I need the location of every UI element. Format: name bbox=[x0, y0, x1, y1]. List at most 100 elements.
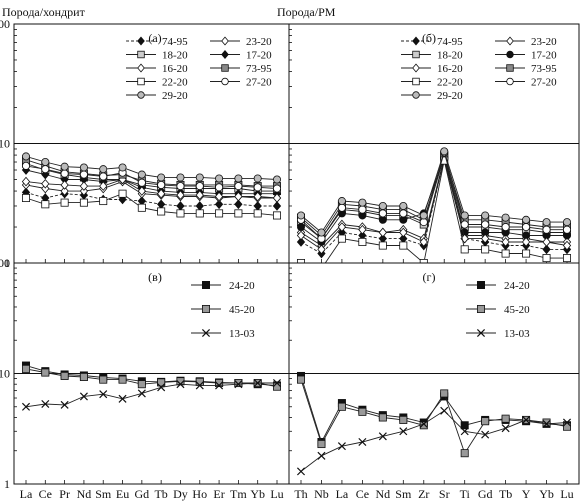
data-point-13-03 bbox=[419, 419, 428, 428]
legend-label: 18-20 bbox=[437, 50, 463, 62]
series-line-13-03 bbox=[300, 410, 568, 472]
data-point-29-20 bbox=[118, 163, 127, 172]
data-point-27-20 bbox=[79, 170, 88, 179]
data-point-27-20 bbox=[272, 184, 281, 193]
data-point-22-20 bbox=[21, 193, 30, 202]
data-point-29-20 bbox=[522, 215, 531, 224]
data-point-13-03 bbox=[215, 381, 224, 390]
data-point-27-20 bbox=[399, 209, 408, 218]
data-point-13-03 bbox=[137, 389, 146, 398]
data-point-16-20 bbox=[214, 191, 224, 202]
legend-marker bbox=[476, 328, 486, 338]
data-point-24-20 bbox=[460, 421, 469, 430]
data-point-13-03 bbox=[176, 380, 185, 389]
x-tick-label: Nd bbox=[376, 487, 391, 501]
data-point-16-20 bbox=[137, 186, 146, 196]
series-line-13-03 bbox=[25, 382, 277, 408]
panel-label: (г) bbox=[423, 270, 436, 284]
data-point-16-20 bbox=[399, 227, 408, 238]
data-point-16-20 bbox=[542, 237, 551, 247]
legend-label: 27-20 bbox=[531, 77, 557, 89]
data-point-16-20 bbox=[419, 237, 428, 247]
data-point-29-20 bbox=[157, 173, 166, 182]
data-point-45-20 bbox=[481, 417, 490, 426]
data-point-29-20 bbox=[542, 218, 551, 227]
data-point-13-03 bbox=[460, 427, 469, 436]
legend-label: 27-20 bbox=[246, 77, 272, 89]
legend-label: 17-20 bbox=[246, 50, 272, 62]
data-point-22-20 bbox=[157, 207, 166, 216]
data-point-29-20 bbox=[79, 163, 88, 172]
y-axis-label: Порода/хондрит bbox=[2, 5, 86, 19]
legend-marker bbox=[137, 50, 145, 59]
panel-label: (а) bbox=[148, 31, 161, 45]
data-point-27-20 bbox=[41, 165, 50, 174]
legend-marker bbox=[221, 64, 229, 72]
legend-label: 24-20 bbox=[229, 280, 255, 292]
data-point-22-20 bbox=[460, 245, 469, 254]
legend-label: 16-20 bbox=[437, 63, 463, 75]
data-point-16-20 bbox=[501, 237, 510, 247]
data-point-22-20 bbox=[176, 209, 185, 218]
legend-label: 18-20 bbox=[162, 50, 188, 62]
legend-label: 22-20 bbox=[162, 77, 188, 89]
legend-label: 74-95 bbox=[162, 36, 188, 48]
x-tick-label: Tm bbox=[230, 487, 247, 501]
data-point-74-95 bbox=[195, 201, 204, 211]
x-tick-label: Pr bbox=[59, 487, 70, 501]
data-point-29-20 bbox=[41, 158, 50, 167]
data-point-45-20 bbox=[137, 380, 146, 389]
x-tick-label: Tb bbox=[499, 487, 512, 501]
data-point-45-20 bbox=[399, 415, 408, 424]
data-point-45-20 bbox=[215, 379, 224, 388]
data-point-27-20 bbox=[542, 225, 551, 234]
legend-marker bbox=[137, 63, 145, 73]
x-tick-label: La bbox=[20, 487, 33, 501]
data-point-27-20 bbox=[460, 220, 469, 229]
data-point-13-03 bbox=[522, 415, 531, 424]
x-tick-label: Gd bbox=[478, 487, 493, 501]
x-tick-label: Nb bbox=[314, 487, 329, 501]
data-point-74-95 bbox=[296, 237, 306, 247]
y-tick-label: 100 bbox=[0, 256, 10, 270]
data-point-16-20 bbox=[253, 191, 262, 202]
legend-marker bbox=[137, 77, 145, 86]
chart-panel: 110100Порода/хондрит(а)74-9523-2018-2017… bbox=[0, 5, 290, 270]
data-point-29-20 bbox=[563, 218, 572, 227]
data-point-13-03 bbox=[399, 427, 408, 436]
x-tick-label: Ti bbox=[460, 487, 471, 501]
data-point-45-20 bbox=[378, 413, 387, 422]
data-point-22-20 bbox=[399, 241, 408, 250]
data-point-13-03 bbox=[542, 419, 551, 428]
data-point-13-03 bbox=[337, 442, 346, 451]
data-point-16-20 bbox=[296, 230, 306, 241]
data-point-22-20 bbox=[234, 209, 243, 218]
data-point-45-20 bbox=[118, 375, 127, 384]
y-tick-label: 100 bbox=[0, 17, 10, 31]
data-point-16-20 bbox=[234, 191, 243, 202]
data-point-16-20 bbox=[481, 233, 490, 244]
x-tick-label: Sr bbox=[439, 487, 450, 501]
legend-marker bbox=[412, 91, 420, 99]
data-point-13-03 bbox=[440, 406, 449, 415]
data-point-29-20 bbox=[440, 147, 449, 156]
x-tick-label: Sm bbox=[95, 487, 112, 501]
data-point-74-95 bbox=[214, 199, 224, 210]
data-point-16-20 bbox=[337, 222, 347, 232]
data-point-16-20 bbox=[99, 181, 108, 191]
legend-marker bbox=[201, 280, 210, 289]
data-point-29-20 bbox=[296, 211, 305, 220]
data-point-29-20 bbox=[399, 201, 408, 210]
data-point-17-20 bbox=[296, 223, 305, 232]
data-point-45-20 bbox=[460, 449, 469, 458]
legend-marker bbox=[476, 304, 485, 313]
data-point-27-20 bbox=[215, 183, 224, 192]
x-tick-label: Yb bbox=[250, 487, 265, 501]
x-tick-label: Y bbox=[522, 487, 531, 501]
legend-marker bbox=[476, 280, 485, 289]
data-point-27-20 bbox=[563, 225, 572, 234]
data-point-22-20 bbox=[378, 241, 387, 250]
x-tick-label: Nd bbox=[77, 487, 92, 501]
legend-label: 74-95 bbox=[437, 36, 463, 48]
